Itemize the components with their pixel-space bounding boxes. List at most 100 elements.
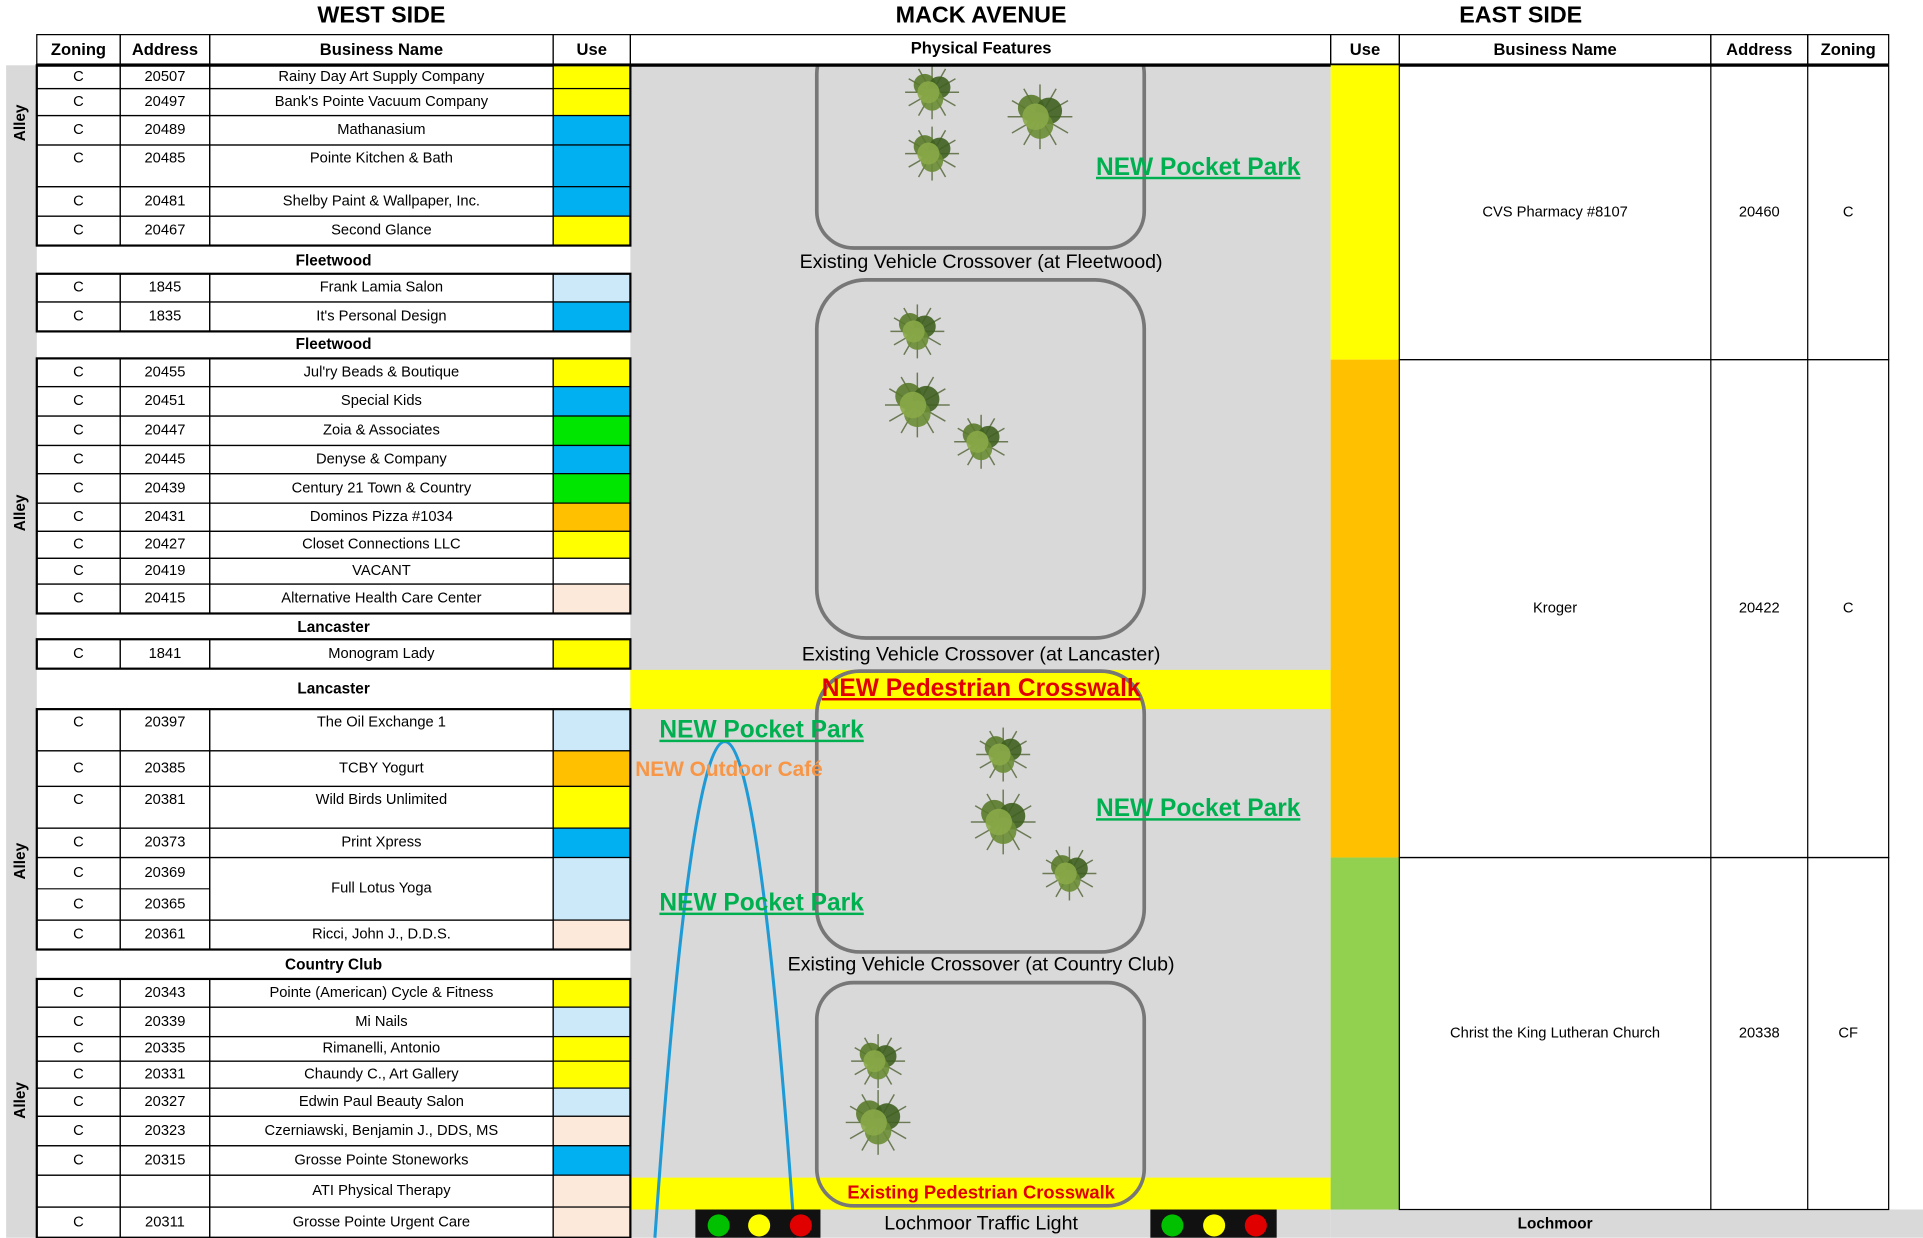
zoning: C <box>73 122 84 138</box>
zoning: C <box>73 835 84 851</box>
business-name: Century 21 Town & Country <box>292 480 472 496</box>
address: 20415 <box>145 591 186 607</box>
alley-label: Alley <box>12 842 29 879</box>
crossover-label: Existing Vehicle Crossover (at Country C… <box>788 954 1175 976</box>
east-title: EAST SIDE <box>1459 1 1582 27</box>
address: 20451 <box>145 393 186 409</box>
column-header: Use <box>1350 40 1380 59</box>
zoning: CF <box>1838 1025 1858 1041</box>
zoning: C <box>73 94 84 110</box>
column-header: Zoning <box>1821 40 1876 59</box>
address: 20455 <box>145 364 186 380</box>
business-name: Rimanelli, Antonio <box>323 1041 441 1057</box>
address: 20467 <box>145 223 186 239</box>
business-name: Christ the King Lutheran Church <box>1450 1025 1660 1041</box>
business-name: Wild Birds Unlimited <box>316 792 448 808</box>
address: 20489 <box>145 122 186 138</box>
tree-crown <box>1054 862 1077 885</box>
address: 20422 <box>1739 600 1780 616</box>
zoning: C <box>73 1041 84 1057</box>
header-cell <box>552 34 631 65</box>
use-cell <box>552 1206 631 1238</box>
use-cell <box>552 708 631 752</box>
use-cell <box>1330 65 1400 360</box>
arc-line <box>653 740 797 1238</box>
business-name: Print Xpress <box>341 835 421 851</box>
business-name: Second Glance <box>331 223 432 239</box>
tree-crown <box>985 808 1013 836</box>
address: 20445 <box>145 451 186 467</box>
use-cell <box>552 473 631 504</box>
trees <box>845 65 1097 1155</box>
block-border <box>35 272 632 333</box>
address: 20361 <box>145 927 186 943</box>
zoning: C <box>73 761 84 777</box>
address: 20338 <box>1739 1025 1780 1041</box>
west-title: WEST SIDE <box>317 1 445 27</box>
use-cell <box>552 415 631 447</box>
tree-crown <box>1022 103 1049 131</box>
business-name: Pointe Kitchen & Bath <box>310 150 453 166</box>
planter <box>814 669 1147 954</box>
column-header: Zoning <box>51 40 106 59</box>
address: 20485 <box>145 150 186 166</box>
business-name: Grosse Pointe Urgent Care <box>293 1214 470 1230</box>
street-label: Fleetwood <box>296 253 372 270</box>
address: 20381 <box>145 792 186 808</box>
zoning: C <box>73 1214 84 1230</box>
use-cell <box>1330 359 1400 858</box>
zoning: C <box>73 1152 84 1168</box>
use-cell <box>552 827 631 859</box>
address: 20343 <box>145 985 186 1001</box>
use-cell <box>552 502 631 532</box>
business-name: Shelby Paint & Wallpaper, Inc. <box>283 193 480 209</box>
column-header: Business Name <box>320 40 443 59</box>
zoning: C <box>73 865 84 881</box>
alley-label: Alley <box>12 494 29 531</box>
alley-label: Alley <box>12 1082 29 1119</box>
use-cell <box>552 1087 631 1117</box>
zoning: C <box>73 792 84 808</box>
new-crosswalk-label: NEW Pedestrian Crosswalk <box>822 675 1141 702</box>
address: 20431 <box>145 509 186 525</box>
address: 20427 <box>145 537 186 553</box>
column-header: Address <box>132 40 198 59</box>
business-name: Monogram Lady <box>328 646 435 662</box>
use-cell <box>552 583 631 615</box>
use-cell <box>552 919 631 951</box>
zoning: C <box>73 280 84 296</box>
middle-title: MACK AVENUE <box>896 1 1067 27</box>
use-cell <box>552 638 631 670</box>
header-cell <box>1807 34 1890 65</box>
street-label: Lancaster <box>297 681 369 698</box>
business-name: Dominos Pizza #1034 <box>310 509 453 525</box>
cell <box>1398 856 1890 1211</box>
zoning: C <box>73 509 84 525</box>
business-name: VACANT <box>352 563 411 579</box>
business-name: Pointe (American) Cycle & Fitness <box>269 985 493 1001</box>
tables: Zoning Address Business Name Use C 20507 Rainy… <box>12 34 1890 1238</box>
address: 20507 <box>145 69 186 85</box>
use-cell <box>552 87 631 117</box>
pocket-park-label: NEW Pocket Park <box>659 717 864 744</box>
business-name: Kroger <box>1533 600 1577 616</box>
business-name: Czerniawski, Benjamin J., DDS, MS <box>265 1123 499 1139</box>
zoning: C <box>73 1014 84 1030</box>
tree-crown <box>917 81 940 104</box>
business-name: The Oil Exchange 1 <box>317 715 446 731</box>
zoning: C <box>73 423 84 439</box>
zoning: C <box>73 591 84 607</box>
zoning: C <box>73 451 84 467</box>
address: 20439 <box>145 480 186 496</box>
business-name: Frank Lamia Salon <box>320 280 443 296</box>
use-cell <box>552 1174 631 1208</box>
zoning: C <box>73 927 84 943</box>
address: 20373 <box>145 835 186 851</box>
address: 20460 <box>1739 204 1780 220</box>
business-name: Closet Connections LLC <box>302 537 461 553</box>
traffic-light <box>695 1209 821 1238</box>
zoning: C <box>73 563 84 579</box>
address: 20447 <box>145 423 186 439</box>
tree-crown <box>860 1109 887 1136</box>
address: 20323 <box>145 1123 186 1139</box>
